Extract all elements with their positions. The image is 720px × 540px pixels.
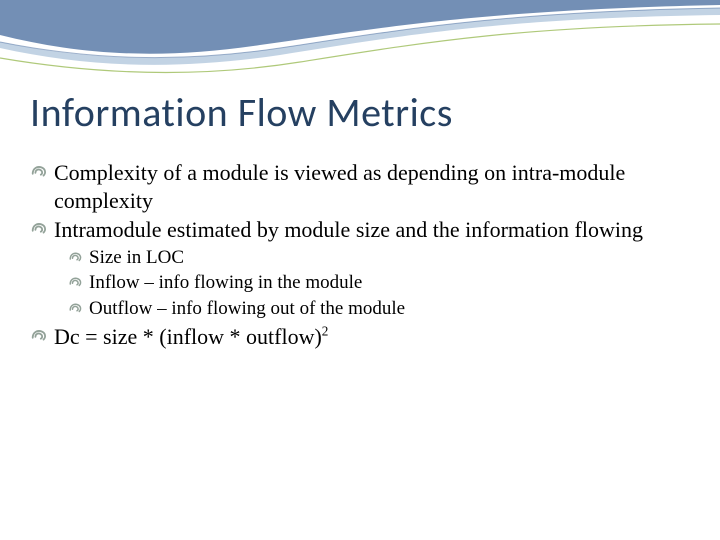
- slide-content: Information Flow Metrics Complexity of a…: [30, 88, 690, 352]
- bullet-text: Dc = size * (inflow * outflow)2: [54, 323, 328, 351]
- bullet-item: Dc = size * (inflow * outflow)2: [30, 323, 690, 351]
- bullet-list: Complexity of a module is viewed as depe…: [30, 159, 690, 350]
- bullet-text: Inflow – info flowing in the module: [89, 271, 362, 295]
- swirl-bullet-icon: [30, 327, 48, 345]
- bullet-item: Inflow – info flowing in the module: [68, 271, 690, 295]
- swirl-bullet-icon: [68, 301, 83, 316]
- slide-title: Information Flow Metrics: [30, 88, 690, 137]
- wave-decoration: [0, 0, 720, 90]
- swirl-bullet-icon: [30, 220, 48, 238]
- swirl-bullet-icon: [68, 250, 83, 265]
- bullet-text: Size in LOC: [89, 246, 184, 270]
- bullet-text: Outflow – info flowing out of the module: [89, 297, 405, 321]
- bullet-text: Complexity of a module is viewed as depe…: [54, 159, 690, 214]
- bullet-item: Outflow – info flowing out of the module: [68, 297, 690, 321]
- bullet-text: Intramodule estimated by module size and…: [54, 216, 643, 244]
- bullet-item: Complexity of a module is viewed as depe…: [30, 159, 690, 214]
- bullet-item: Intramodule estimated by module size and…: [30, 216, 690, 244]
- swirl-bullet-icon: [68, 275, 83, 290]
- bullet-item: Size in LOC: [68, 246, 690, 270]
- swirl-bullet-icon: [30, 163, 48, 181]
